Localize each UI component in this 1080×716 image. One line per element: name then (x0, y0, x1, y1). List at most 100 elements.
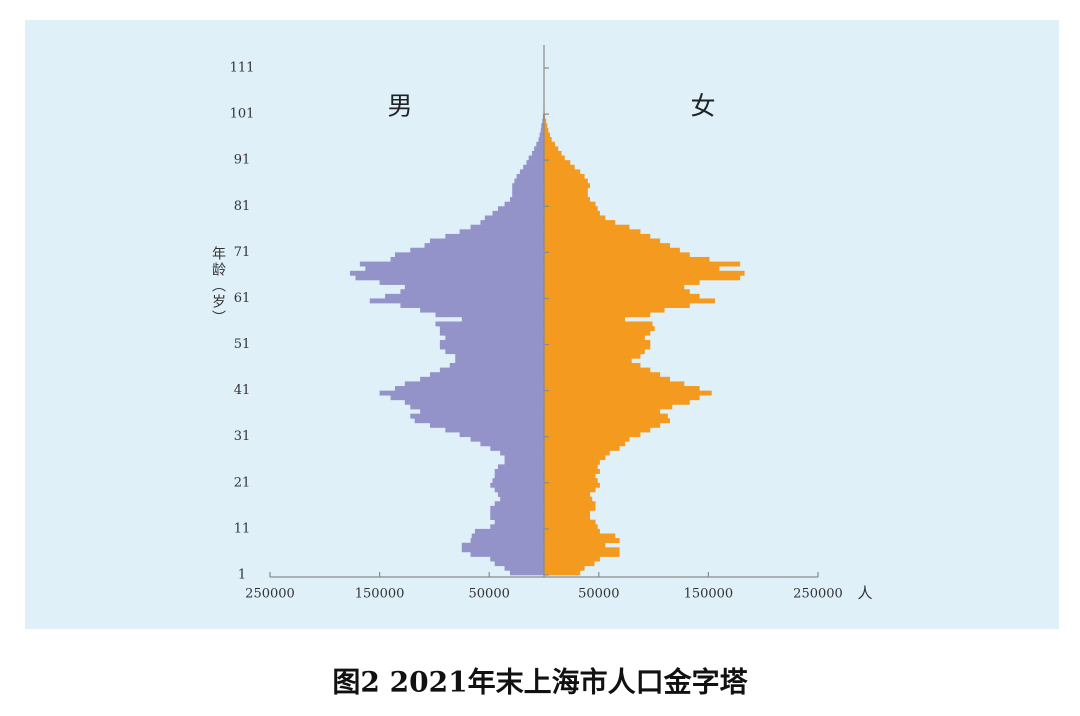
bar (544, 307, 665, 313)
bar (544, 261, 741, 267)
x-tick-label: 150000 (684, 587, 734, 602)
bar (544, 413, 668, 419)
bar (439, 339, 544, 345)
bar (494, 561, 544, 567)
bar (497, 464, 544, 470)
bar (544, 187, 588, 193)
bar (544, 150, 562, 156)
bar (410, 404, 544, 410)
bar (544, 316, 626, 322)
bar (420, 376, 544, 382)
bar (394, 386, 544, 391)
bar (544, 284, 685, 290)
bar (544, 482, 600, 488)
bar (544, 339, 651, 345)
bar (544, 409, 661, 414)
bar (544, 515, 591, 520)
bar (544, 455, 606, 461)
bar (490, 515, 544, 520)
bar (544, 478, 598, 484)
x-tick-label: 150000 (355, 587, 405, 602)
bar (394, 252, 544, 258)
y-tick-label: 21 (234, 475, 251, 490)
bar (470, 436, 544, 442)
bar (544, 376, 671, 382)
bar (544, 505, 596, 511)
bar (544, 496, 593, 502)
bar (494, 487, 544, 493)
bar (459, 432, 544, 438)
bar (544, 183, 591, 189)
bar (544, 353, 641, 359)
y-tick-label: 51 (234, 337, 251, 352)
bar (544, 141, 555, 147)
bar (390, 395, 544, 401)
bar (544, 445, 620, 451)
bar (455, 358, 544, 364)
bar (439, 367, 544, 373)
y-tick-label: 11 (234, 521, 251, 536)
bar (445, 335, 544, 341)
bar (445, 427, 544, 433)
bar (494, 519, 544, 525)
bar (410, 247, 544, 253)
bar (504, 459, 544, 465)
bar (350, 270, 544, 276)
bar (544, 192, 588, 198)
bar (544, 422, 661, 428)
bar (544, 206, 598, 212)
bar (519, 169, 544, 175)
bar (420, 307, 544, 313)
bar (474, 528, 544, 534)
bar (544, 344, 651, 350)
bar (404, 284, 544, 290)
bar (544, 362, 641, 368)
bar (544, 487, 596, 493)
bar (544, 468, 600, 474)
bar (490, 510, 544, 516)
bar (544, 524, 598, 530)
bar (455, 353, 544, 359)
bar (544, 386, 700, 391)
bar (544, 441, 626, 447)
bar (390, 256, 544, 262)
bar (544, 127, 549, 133)
bar (544, 229, 641, 235)
bar (544, 160, 571, 166)
bar (544, 561, 595, 567)
bar (544, 155, 565, 161)
y-tick-label: 81 (234, 199, 251, 214)
bar (544, 326, 655, 332)
bar (355, 275, 544, 281)
bar (512, 192, 544, 198)
bar (494, 468, 544, 474)
bar (430, 422, 544, 428)
bar (544, 367, 651, 373)
x-axis-label: 人 (857, 584, 872, 602)
y-tick-label: 1 (238, 568, 246, 583)
bar (490, 524, 544, 530)
bar (516, 174, 544, 179)
bar (461, 316, 544, 322)
bar (439, 326, 544, 332)
bar (430, 372, 544, 378)
bar (544, 178, 588, 184)
bar (492, 478, 544, 484)
y-tick-label: 31 (234, 429, 251, 444)
bar (544, 118, 547, 124)
bar (435, 321, 544, 327)
bar (544, 358, 632, 364)
bar (504, 565, 544, 571)
bar (379, 280, 544, 285)
bar (538, 137, 544, 143)
bar (544, 169, 581, 175)
bar (544, 252, 690, 258)
bar (544, 303, 690, 308)
bar (544, 533, 616, 539)
bar (504, 201, 544, 207)
bar (539, 132, 544, 138)
bar (544, 330, 651, 336)
bar (510, 197, 544, 202)
bar (461, 542, 544, 548)
bar (379, 390, 544, 396)
